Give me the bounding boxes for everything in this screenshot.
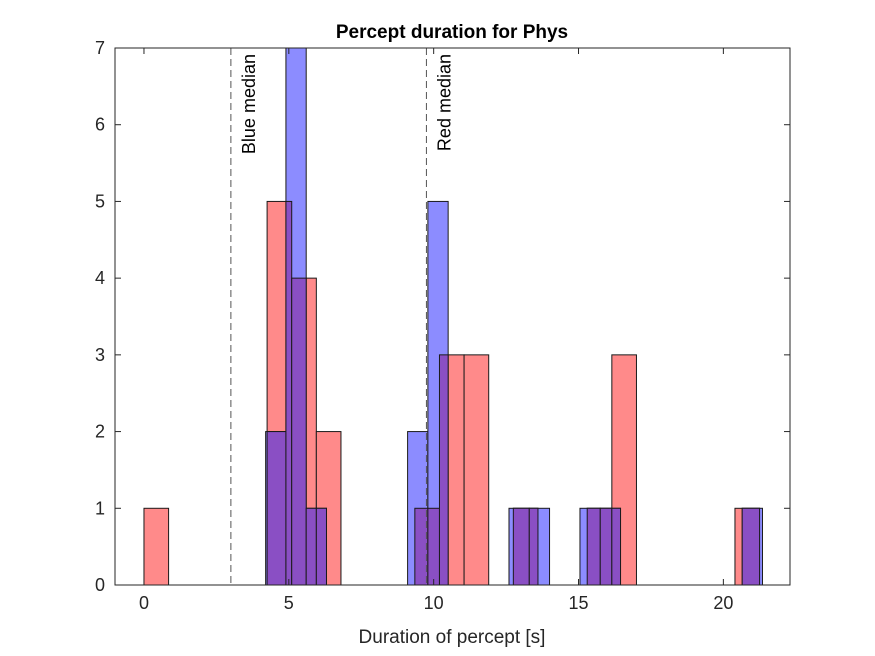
overlap-bar-12 bbox=[611, 507, 622, 586]
y-tick-label: 0 bbox=[95, 575, 105, 595]
overlap-bar-6 bbox=[427, 507, 440, 586]
x-tick-label: 10 bbox=[424, 593, 444, 613]
axes-box bbox=[114, 47, 791, 586]
overlap-bar-7 bbox=[438, 354, 449, 586]
x-tick-label: 5 bbox=[284, 593, 294, 613]
y-tick-label: 1 bbox=[95, 498, 105, 518]
x-tick-label: 0 bbox=[139, 593, 149, 613]
x-axis-label: Duration of percept [s] bbox=[359, 627, 546, 648]
median-label-0: Blue median bbox=[239, 54, 259, 154]
overlap-bar-9 bbox=[528, 507, 539, 586]
x-tick-label: 15 bbox=[569, 593, 589, 613]
median-label-1: Red median bbox=[434, 54, 454, 151]
overlap-bar-2 bbox=[291, 277, 307, 586]
red-bar-0 bbox=[143, 507, 170, 586]
overlap-bar-3 bbox=[305, 507, 317, 586]
x-axis-ticks: 0 5 10 15 20 bbox=[139, 48, 733, 613]
overlap-bar-5 bbox=[414, 507, 429, 586]
red-bar-6 bbox=[463, 354, 490, 586]
overlap-bars bbox=[266, 200, 761, 586]
overlap-bar-11 bbox=[599, 507, 613, 586]
overlap-bar-10 bbox=[586, 507, 601, 586]
y-tick-label: 5 bbox=[95, 191, 105, 211]
y-tick-label: 7 bbox=[95, 38, 105, 58]
chart-title: Percept duration for Phys bbox=[336, 22, 568, 43]
y-tick-label: 3 bbox=[95, 345, 105, 365]
y-tick-label: 2 bbox=[95, 422, 105, 442]
overlap-bar-8 bbox=[512, 507, 530, 586]
overlap-bar-0 bbox=[266, 431, 287, 586]
y-tick-label: 6 bbox=[95, 115, 105, 135]
overlap-bar-4 bbox=[315, 507, 327, 586]
overlap-bar-13 bbox=[741, 507, 761, 586]
x-tick-label: 20 bbox=[713, 593, 733, 613]
median-lines: Blue median Red median bbox=[230, 48, 454, 585]
overlap-bar-1 bbox=[285, 200, 293, 586]
y-axis-ticks: 0 1 2 3 4 5 6 7 bbox=[95, 38, 790, 595]
y-tick-label: 4 bbox=[95, 268, 105, 288]
